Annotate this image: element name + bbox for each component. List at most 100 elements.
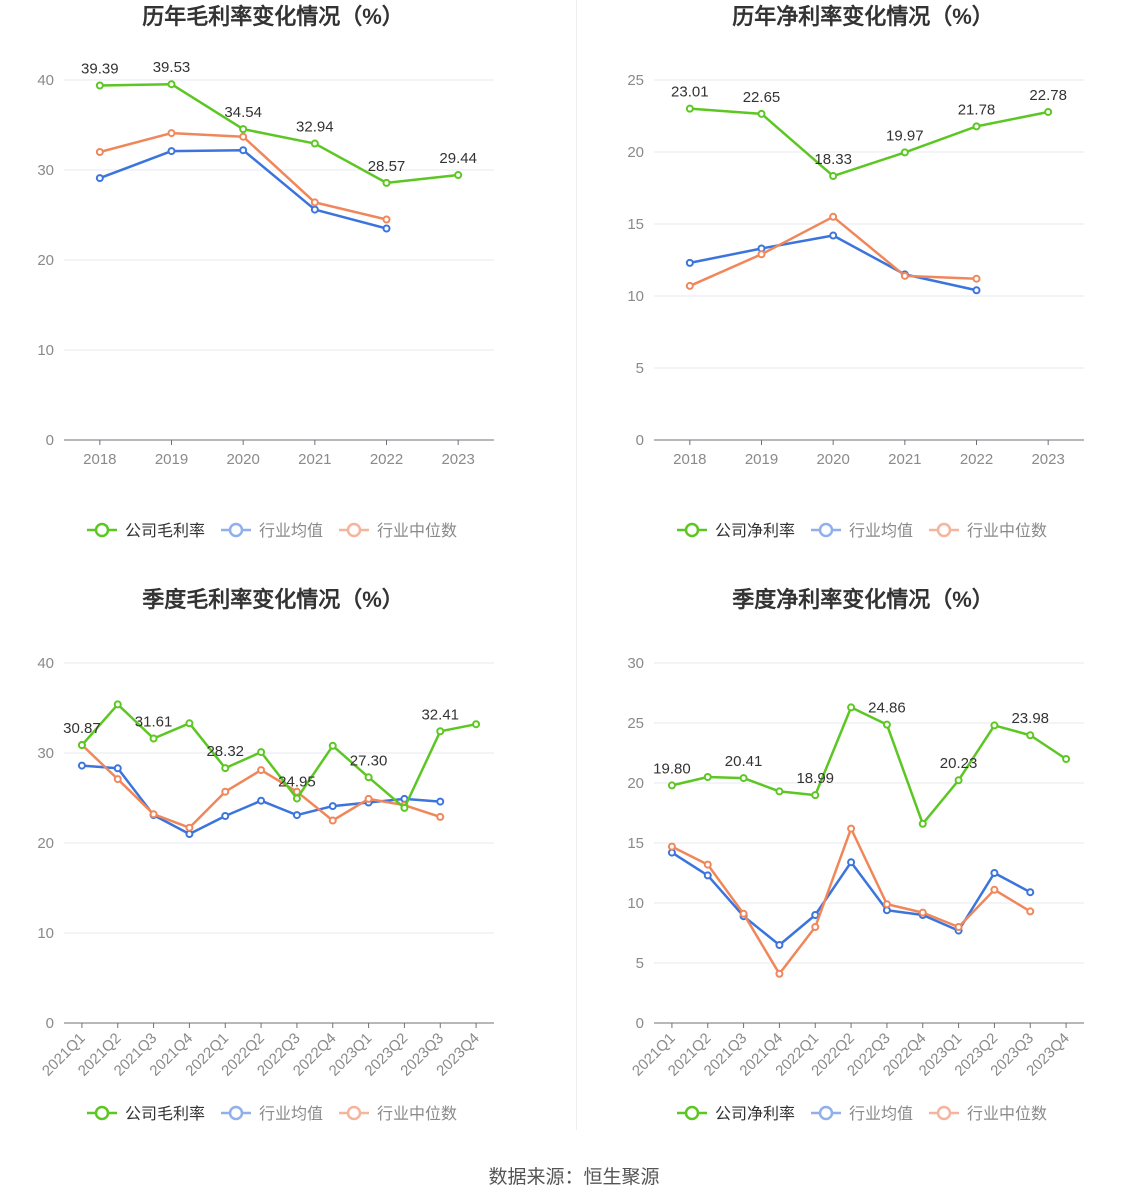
data-point-company	[1026, 731, 1035, 740]
data-point-avg	[847, 858, 856, 867]
y-tick-label: 0	[636, 1015, 644, 1032]
legend-marker-company	[94, 522, 110, 538]
x-tick-label: 2021	[298, 451, 331, 468]
y-tick-label: 20	[627, 144, 644, 161]
data-label: 39.53	[153, 59, 191, 76]
data-point-company	[775, 787, 784, 796]
data-point-median	[149, 810, 158, 819]
y-tick-label: 30	[37, 745, 54, 762]
quarterly-net-margin-chart: 季度净利率变化情况（%） 0 5 10 15 20 25 30 2021Q1 2021Q2 2021…	[590, 583, 1148, 1163]
quarterly-net-margin-svg: 季度净利率变化情况（%）0510152025302021Q12021Q22021…	[627, 587, 1084, 1123]
y-tick-label: 15	[627, 216, 644, 233]
x-tick-label: 2019	[155, 451, 188, 468]
data-point-company	[454, 171, 463, 180]
y-tick-label: 0	[46, 1015, 54, 1032]
annual-net-margin-chart: 历年净利率变化情况（%） 0 5 10 15 20 25 2018 2019 2020 2021 20…	[590, 0, 1148, 580]
legend-label: 行业中位数	[967, 522, 1047, 540]
data-point-median	[95, 148, 104, 156]
data-point-median	[167, 129, 176, 138]
data-point-company	[328, 741, 337, 750]
data-label: 24.86	[868, 700, 906, 717]
data-point-company	[972, 122, 981, 131]
x-tick-label: 2022	[370, 451, 403, 468]
x-tick-label: 2023	[441, 451, 474, 468]
annual-net-margin-svg: 历年净利率变化情况（%） 0 5 10 15 20 25 2018 2019 2020 2021 20…	[627, 4, 1084, 540]
data-point-median	[703, 860, 712, 869]
quarterly-gross-margin-svg: 季度毛利率变化情况（%）0102030402021Q12021Q22021Q32…	[37, 587, 494, 1123]
y-tick-label: 40	[37, 72, 54, 89]
data-point-company	[954, 776, 963, 785]
data-label: 30.87	[63, 720, 101, 737]
x-tick-label: 2020	[226, 451, 259, 468]
y-tick-label: 10	[627, 288, 644, 305]
data-point-median	[918, 908, 927, 917]
data-label: 23.98	[1011, 710, 1049, 727]
data-label: 22.78	[1029, 87, 1067, 104]
x-tick-label: 2018	[83, 451, 116, 468]
series-line-company	[80, 703, 477, 810]
data-label: 18.99	[796, 770, 834, 787]
x-tick-label: 2022	[960, 451, 993, 468]
legend-marker-median	[936, 522, 952, 538]
data-point-median	[900, 271, 909, 280]
data-point-company	[436, 727, 445, 736]
data-point-median	[775, 969, 784, 978]
y-tick-label: 30	[627, 655, 644, 672]
data-point-company	[667, 781, 676, 790]
data-point-avg	[292, 811, 301, 820]
legend-label: 行业中位数	[377, 1105, 457, 1123]
legend-marker-company	[94, 1105, 110, 1121]
chart-title: 历年毛利率变化情况（%）	[142, 4, 404, 29]
legend-marker-avg	[818, 1105, 834, 1121]
legend-label: 公司净利率	[715, 1105, 795, 1123]
data-label: 19.80	[653, 760, 691, 777]
legend-label: 公司净利率	[715, 522, 795, 540]
series-line-median	[689, 215, 977, 288]
data-point-avg	[257, 796, 266, 805]
legend-marker-median	[936, 1105, 952, 1121]
data-point-median	[185, 823, 194, 832]
y-tick-label: 25	[627, 72, 644, 89]
y-tick-label: 5	[636, 360, 644, 377]
data-point-company	[1044, 107, 1053, 116]
data-point-company	[113, 700, 122, 709]
data-label: 22.65	[743, 89, 781, 106]
data-label: 31.61	[135, 714, 173, 731]
data-label: 34.54	[224, 104, 262, 121]
legend-marker-median	[346, 1105, 362, 1121]
chart-title: 季度毛利率变化情况（%）	[142, 587, 404, 612]
y-tick-label: 25	[627, 715, 644, 732]
data-label: 24.95	[278, 773, 316, 790]
data-label: 19.97	[886, 127, 924, 144]
annual-gross-margin-svg: 历年毛利率变化情况（%） 0 10 20 30 40 2018 2019 2020 2021 202…	[37, 4, 494, 540]
data-point-avg	[972, 286, 981, 295]
data-point-company	[472, 720, 481, 729]
legend-marker-avg	[228, 1105, 244, 1121]
data-point-company	[382, 178, 391, 187]
data-point-company	[918, 819, 927, 828]
data-label: 29.44	[439, 150, 477, 167]
data-label: 18.33	[814, 151, 852, 168]
data-point-company	[185, 719, 194, 728]
series-line-avg	[99, 148, 387, 230]
data-point-median	[811, 923, 820, 931]
data-point-company	[400, 803, 409, 812]
data-point-median	[954, 923, 963, 931]
data-point-company	[811, 791, 820, 800]
legend-marker-median	[346, 522, 362, 538]
data-point-avg	[113, 764, 122, 773]
data-point-avg	[95, 174, 104, 183]
data-point-median	[310, 198, 319, 207]
data-point-median	[382, 215, 391, 224]
data-point-median	[739, 909, 748, 918]
data-point-company	[239, 125, 248, 134]
y-tick-label: 20	[627, 775, 644, 792]
legend-label: 行业均值	[849, 1105, 913, 1123]
data-point-median	[990, 885, 999, 894]
data-point-median	[239, 132, 248, 141]
y-tick-label: 10	[37, 342, 54, 359]
legend-label: 行业均值	[849, 522, 913, 540]
legend-label: 行业中位数	[377, 522, 457, 540]
data-label: 32.41	[421, 706, 459, 723]
data-point-median	[757, 250, 766, 259]
